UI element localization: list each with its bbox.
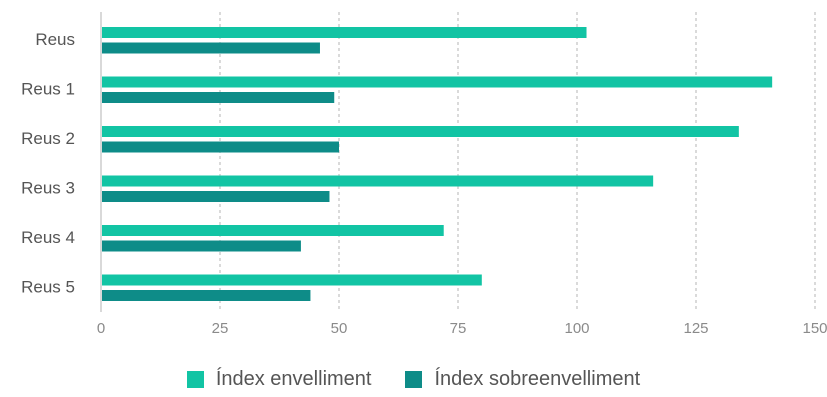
bar-envelliment	[102, 175, 654, 187]
x-tick-label: 125	[683, 320, 708, 337]
bar-sobreenvelliment	[102, 92, 335, 103]
x-tick-label: 25	[212, 320, 229, 337]
legend: Índex envelliment Índex sobreenvelliment	[0, 368, 827, 391]
legend-label-envelliment: Índex envelliment	[215, 368, 372, 390]
x-tick-label: 75	[450, 320, 467, 337]
legend-label-sobreenvelliment: Índex sobreenvelliment	[434, 368, 641, 390]
x-tick-label: 50	[331, 320, 348, 337]
category-label: Reus 5	[21, 278, 75, 297]
x-tick-label: 0	[97, 320, 105, 337]
category-label: Reus 2	[21, 129, 75, 148]
category-labels: Reus Reus 1 Reus 2 Reus 3 Reus 4 Reus 5	[21, 30, 75, 297]
bar-envelliment	[102, 225, 444, 236]
legend-item-envelliment: Índex envelliment	[186, 368, 372, 391]
x-tick-label: 100	[564, 320, 589, 337]
x-tick-labels: 0 25 50 75 100 125 150	[97, 320, 827, 337]
category-label: Reus 3	[21, 179, 75, 198]
legend-swatch-envelliment	[186, 371, 204, 388]
category-label: Reus 4	[21, 228, 75, 247]
bar-envelliment	[102, 274, 482, 286]
bar-sobreenvelliment	[102, 42, 320, 54]
bar-sobreenvelliment	[102, 290, 311, 301]
bar-envelliment	[102, 76, 773, 88]
bar-sobreenvelliment	[102, 240, 301, 252]
bar-sobreenvelliment	[102, 141, 339, 153]
category-label: Reus	[35, 30, 75, 49]
legend-item-sobreenvelliment: Índex sobreenvelliment	[405, 368, 640, 391]
bars	[102, 27, 773, 301]
bar-envelliment	[102, 27, 587, 38]
bar-sobreenvelliment	[102, 191, 330, 202]
gridlines	[219, 12, 816, 312]
legend-swatch-sobreenvelliment	[405, 371, 423, 388]
category-label: Reus 1	[21, 80, 75, 99]
bar-envelliment	[102, 126, 739, 137]
x-tick-label: 150	[802, 320, 827, 337]
